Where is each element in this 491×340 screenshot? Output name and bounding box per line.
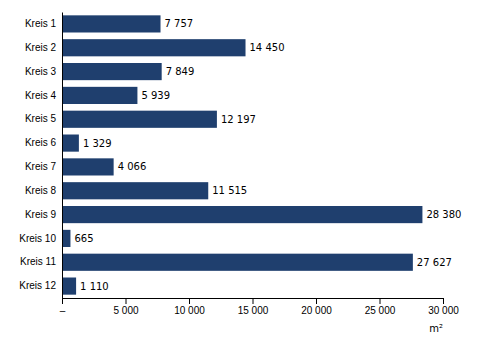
tick: 15 000 [238, 298, 269, 316]
tick-label: Kreis 1 [25, 18, 57, 29]
tick: 20 000 [301, 298, 332, 316]
x-axis-label: m² [429, 323, 443, 334]
bar [62, 158, 114, 175]
tick-label: Kreis 5 [25, 113, 57, 124]
tick-label: Kreis 12 [19, 280, 56, 291]
tick-label: Kreis 11 [20, 256, 56, 267]
tick-mark [189, 298, 190, 304]
tick-label: 30 000 [428, 305, 459, 316]
tick: 25 000 [365, 298, 396, 316]
data-label: 28 380 [426, 209, 461, 220]
bar [62, 230, 70, 247]
tick: Kreis 4 [25, 90, 57, 101]
tick: Kreis 9 [25, 209, 57, 220]
tick: Kreis 8 [25, 185, 57, 196]
tick: Kreis 3 [25, 66, 57, 77]
bar [62, 63, 162, 80]
chart: 7 757 14 450 7 849 5 939 12 197 1 329 4 066 11 … [0, 0, 491, 340]
tick: Kreis 5 [25, 113, 57, 124]
tick-label: Kreis 6 [25, 137, 57, 148]
tick-label: – [60, 305, 66, 316]
tick-mark [443, 298, 444, 304]
plot: 7 757 14 450 7 849 5 939 12 197 1 329 4 066 11 … [19, 13, 461, 335]
data-label: 27 627 [417, 257, 452, 268]
tick: Kreis 12 [19, 280, 56, 291]
y-axis: Kreis 1 Kreis 2 Kreis 3 Kreis 4 Kreis 5 Kreis… [19, 13, 62, 299]
tick-label: 20 000 [301, 305, 332, 316]
tick: Kreis 7 [25, 161, 57, 172]
tick-label: Kreis 3 [25, 66, 57, 77]
bar [62, 182, 208, 199]
tick-label: 10 000 [174, 305, 205, 316]
tick-label: Kreis 9 [25, 209, 57, 220]
tick-label: Kreis 8 [25, 185, 57, 196]
bar [62, 254, 413, 271]
data-label: 14 450 [250, 42, 285, 53]
tick: 10 000 [174, 298, 205, 316]
bar [62, 278, 76, 295]
tick-label: Kreis 4 [25, 90, 57, 101]
data-label: 1 329 [83, 138, 112, 149]
tick-mark [316, 298, 317, 304]
bar [62, 111, 217, 128]
tick-mark [62, 298, 63, 304]
bar [62, 87, 137, 104]
axis-line [62, 13, 63, 299]
tick-label: Kreis 7 [25, 161, 57, 172]
tick: Kreis 10 [19, 233, 56, 244]
data-label: 665 [74, 233, 93, 244]
data-label: 4 066 [118, 161, 147, 172]
tick-label: 5 000 [113, 305, 138, 316]
tick: Kreis 2 [25, 42, 57, 53]
bar [62, 206, 422, 223]
data-label: 11 515 [212, 185, 247, 196]
data-label: 5 939 [141, 90, 170, 101]
bar [62, 135, 79, 152]
tick: Kreis 11 [20, 256, 56, 267]
tick-mark [126, 298, 127, 304]
tick-label: Kreis 10 [19, 233, 56, 244]
data-label: 12 197 [221, 114, 256, 125]
bar [62, 15, 161, 32]
data-label: 1 110 [80, 281, 109, 292]
tick-label: 25 000 [365, 305, 396, 316]
tick-label: Kreis 2 [25, 42, 57, 53]
tick: 5 000 [113, 298, 138, 316]
data-labels: 7 757 14 450 7 849 5 939 12 197 1 329 4 066 11 … [74, 18, 461, 291]
tick-mark [380, 298, 381, 304]
bars [62, 15, 422, 294]
tick: Kreis 1 [25, 18, 57, 29]
x-axis: – 5 000 10 000 15 000 20 000 25 000 30 000 [60, 298, 460, 316]
tick-label: 15 000 [238, 305, 269, 316]
tick-mark [253, 298, 254, 304]
tick: Kreis 6 [25, 137, 57, 148]
tick: – [60, 298, 66, 316]
data-label: 7 757 [165, 18, 194, 29]
data-label: 7 849 [166, 66, 195, 77]
axis-line [63, 299, 444, 305]
tick: 30 000 [428, 298, 459, 316]
bar [62, 39, 246, 56]
